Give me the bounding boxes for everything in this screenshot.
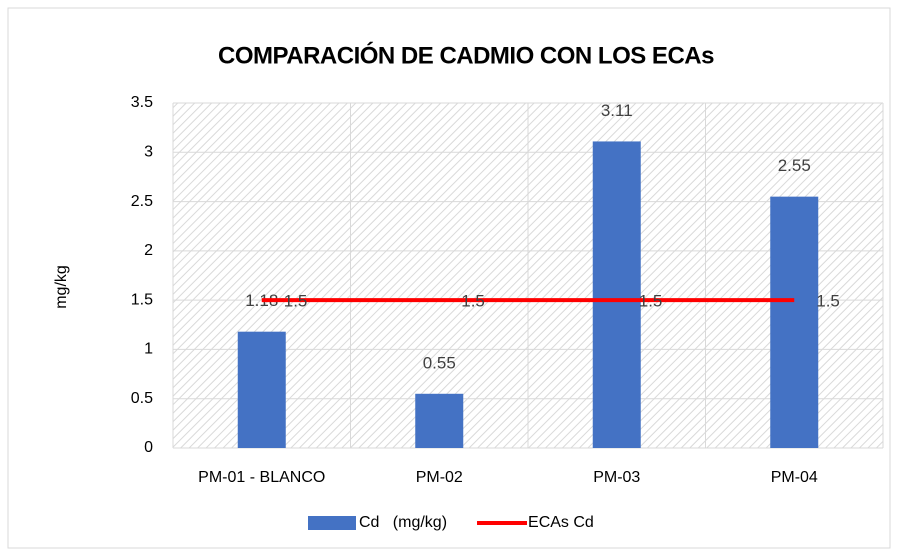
- y-axis-label: mg/kg: [53, 265, 70, 309]
- bar: [770, 196, 819, 448]
- legend-label: Cd (mg/kg): [359, 514, 447, 531]
- x-tick-label: PM-03: [593, 469, 640, 486]
- y-tick-label: 1.5: [131, 291, 153, 308]
- y-tick-label: 3: [144, 144, 153, 161]
- y-tick-label: 0.5: [131, 390, 153, 407]
- legend-swatch: [308, 516, 356, 530]
- y-tick-label: 0: [144, 439, 153, 456]
- y-tick-label: 2.5: [131, 193, 153, 210]
- x-tick-label: PM-01 - BLANCO: [198, 469, 325, 486]
- bar: [592, 141, 641, 448]
- data-label: 2.55: [778, 156, 811, 175]
- chart-title: COMPARACIÓN DE CADMIO CON LOS ECAs: [218, 41, 714, 69]
- y-tick-label: 1: [144, 341, 153, 358]
- legend-label: ECAs Cd: [528, 514, 594, 531]
- data-label: 1.5: [284, 292, 308, 311]
- data-label: 1.5: [639, 292, 663, 311]
- bar: [237, 331, 286, 448]
- data-label: 1.5: [461, 292, 485, 311]
- y-tick-label: 3.5: [131, 94, 153, 111]
- x-tick-label: PM-04: [771, 469, 818, 486]
- data-label: 3.11: [601, 101, 633, 120]
- data-label: 0.55: [423, 353, 456, 372]
- x-tick-label: PM-02: [416, 469, 463, 486]
- data-label: 1.5: [816, 292, 840, 311]
- bar: [415, 393, 464, 448]
- y-tick-label: 2: [144, 242, 153, 259]
